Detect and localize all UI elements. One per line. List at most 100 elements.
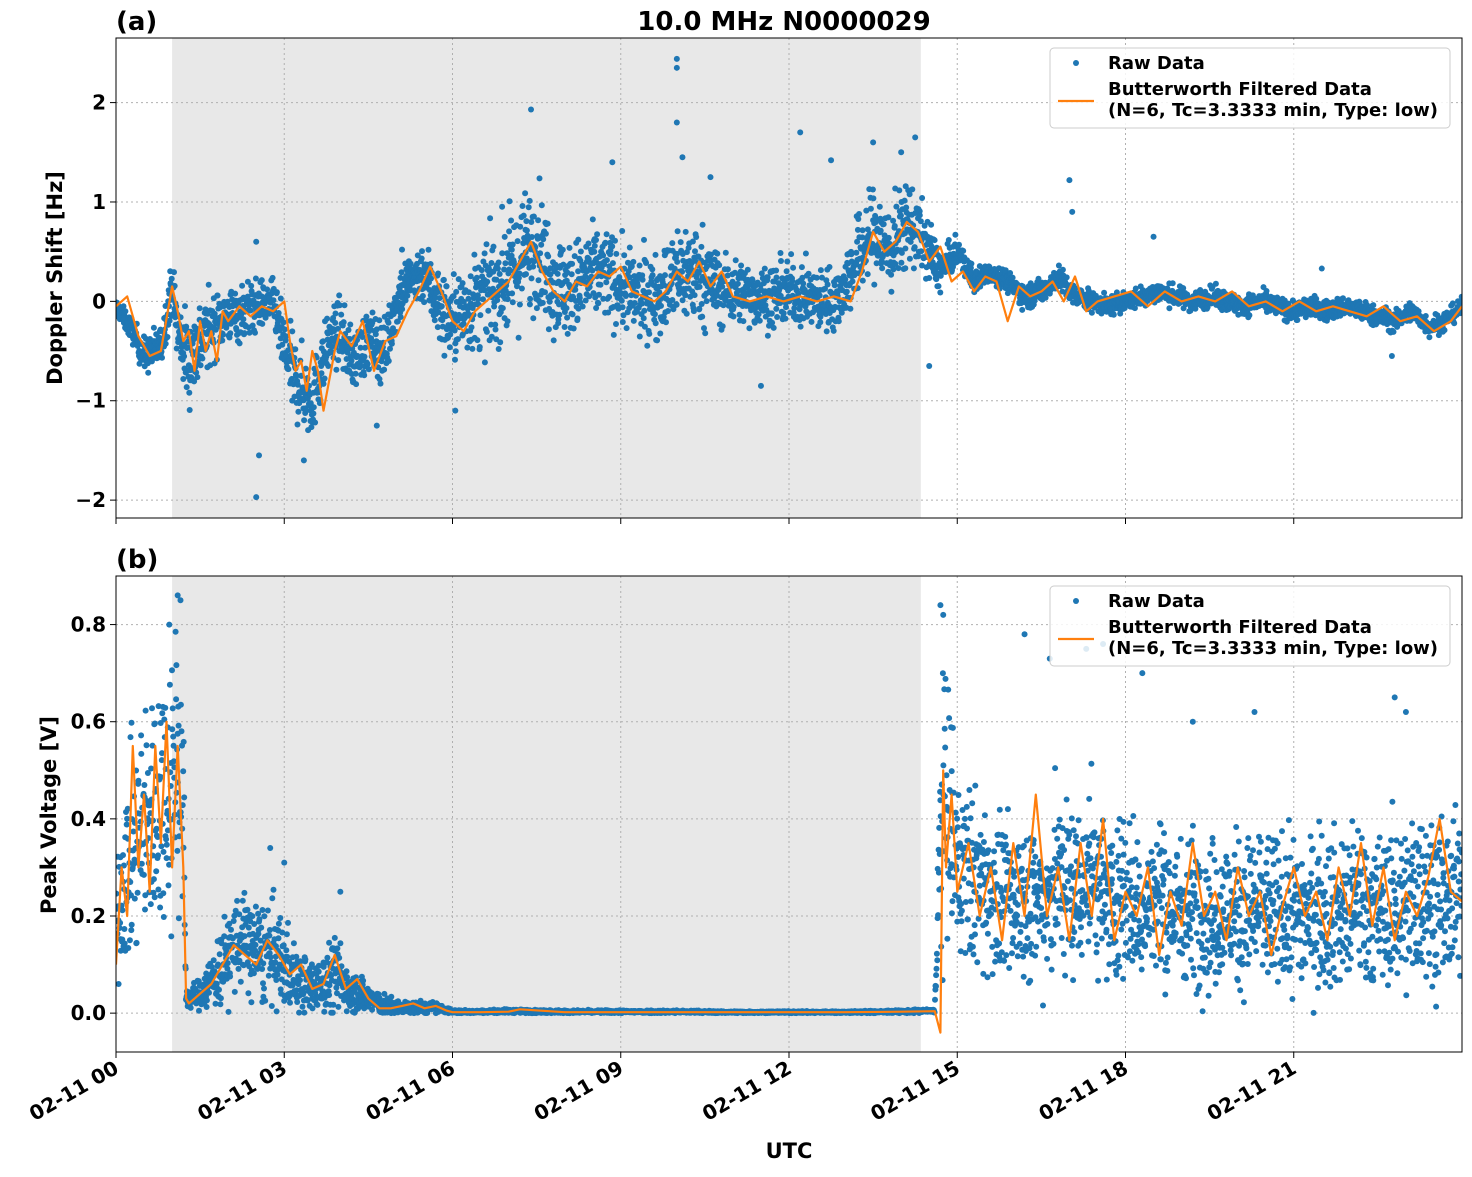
raw-point	[267, 927, 273, 933]
raw-point	[274, 1008, 280, 1014]
raw-point	[426, 247, 432, 253]
raw-point	[692, 292, 698, 298]
y-axis-title-b: Peak Voltage [V]	[37, 716, 61, 914]
raw-point	[128, 927, 134, 933]
raw-outlier-point	[870, 139, 876, 145]
raw-point	[784, 268, 790, 274]
raw-point	[194, 374, 200, 380]
raw-point	[888, 272, 894, 278]
raw-point	[167, 682, 173, 688]
raw-point	[227, 330, 233, 336]
raw-point	[658, 303, 664, 309]
raw-point	[249, 913, 255, 919]
raw-point	[781, 310, 787, 316]
raw-point	[825, 282, 831, 288]
raw-point	[1101, 290, 1107, 296]
raw-point	[598, 282, 604, 288]
raw-point	[398, 314, 404, 320]
raw-point	[474, 275, 480, 281]
raw-point	[268, 954, 274, 960]
raw-point	[159, 710, 165, 716]
raw-point	[474, 337, 480, 343]
raw-point	[1170, 280, 1176, 286]
raw-point	[300, 1004, 306, 1010]
raw-point	[692, 248, 698, 254]
raw-point	[149, 705, 155, 711]
raw-point	[693, 234, 699, 240]
raw-point	[204, 997, 210, 1003]
raw-point	[135, 890, 141, 896]
raw-point	[482, 359, 488, 365]
raw-point	[592, 243, 598, 249]
raw-point	[886, 235, 892, 241]
raw-point	[817, 319, 823, 325]
raw-point	[888, 289, 894, 295]
raw-point	[169, 726, 175, 732]
raw-point	[204, 1004, 210, 1010]
raw-point	[252, 330, 258, 336]
raw-point	[260, 980, 266, 986]
raw-point	[176, 915, 182, 921]
raw-point	[683, 229, 689, 235]
raw-point	[273, 977, 279, 983]
raw-point	[217, 1001, 223, 1007]
raw-point	[1423, 313, 1429, 319]
raw-point	[603, 279, 609, 285]
raw-point	[342, 302, 348, 308]
raw-point	[919, 195, 925, 201]
raw-point	[281, 319, 287, 325]
raw-point	[321, 381, 327, 387]
raw-point	[530, 264, 536, 270]
raw-point	[609, 243, 615, 249]
raw-point	[783, 304, 789, 310]
raw-point	[138, 732, 144, 738]
raw-point	[180, 376, 186, 382]
y-tick-label-a: −1	[75, 389, 106, 413]
raw-point	[697, 284, 703, 290]
raw-point	[420, 293, 426, 299]
raw-point	[637, 263, 643, 269]
raw-point	[663, 319, 669, 325]
raw-outlier-point	[797, 129, 803, 135]
raw-point	[231, 918, 237, 924]
legend-raw-label-a: Raw Data	[1108, 53, 1205, 74]
raw-point	[632, 300, 638, 306]
raw-point	[788, 251, 794, 257]
raw-point	[507, 198, 513, 204]
raw-point	[855, 216, 861, 222]
raw-point	[419, 248, 425, 254]
raw-point	[641, 237, 647, 243]
raw-point	[285, 366, 291, 372]
raw-point	[275, 972, 281, 978]
raw-point	[378, 381, 384, 387]
raw-point	[283, 947, 289, 953]
raw-point	[737, 312, 743, 318]
raw-outlier-point	[912, 134, 918, 140]
raw-point	[271, 887, 277, 893]
raw-point	[157, 905, 163, 911]
raw-point	[809, 319, 815, 325]
raw-point	[594, 231, 600, 237]
raw-point	[332, 320, 338, 326]
raw-point	[539, 202, 545, 208]
raw-outlier-point	[898, 149, 904, 155]
raw-point	[527, 296, 533, 302]
raw-point	[141, 782, 147, 788]
raw-point	[662, 272, 668, 278]
raw-point	[731, 304, 737, 310]
raw-point	[586, 241, 592, 247]
raw-point	[335, 357, 341, 363]
raw-point	[289, 328, 295, 334]
raw-point	[245, 907, 251, 913]
raw-point	[129, 922, 135, 928]
raw-point	[336, 292, 342, 298]
raw-point	[324, 955, 330, 961]
raw-point	[361, 372, 367, 378]
raw-point	[341, 319, 347, 325]
raw-point	[173, 629, 179, 635]
raw-point	[774, 275, 780, 281]
raw-point	[774, 314, 780, 320]
raw-point	[453, 348, 459, 354]
raw-point	[335, 1004, 341, 1010]
raw-point	[604, 257, 610, 263]
